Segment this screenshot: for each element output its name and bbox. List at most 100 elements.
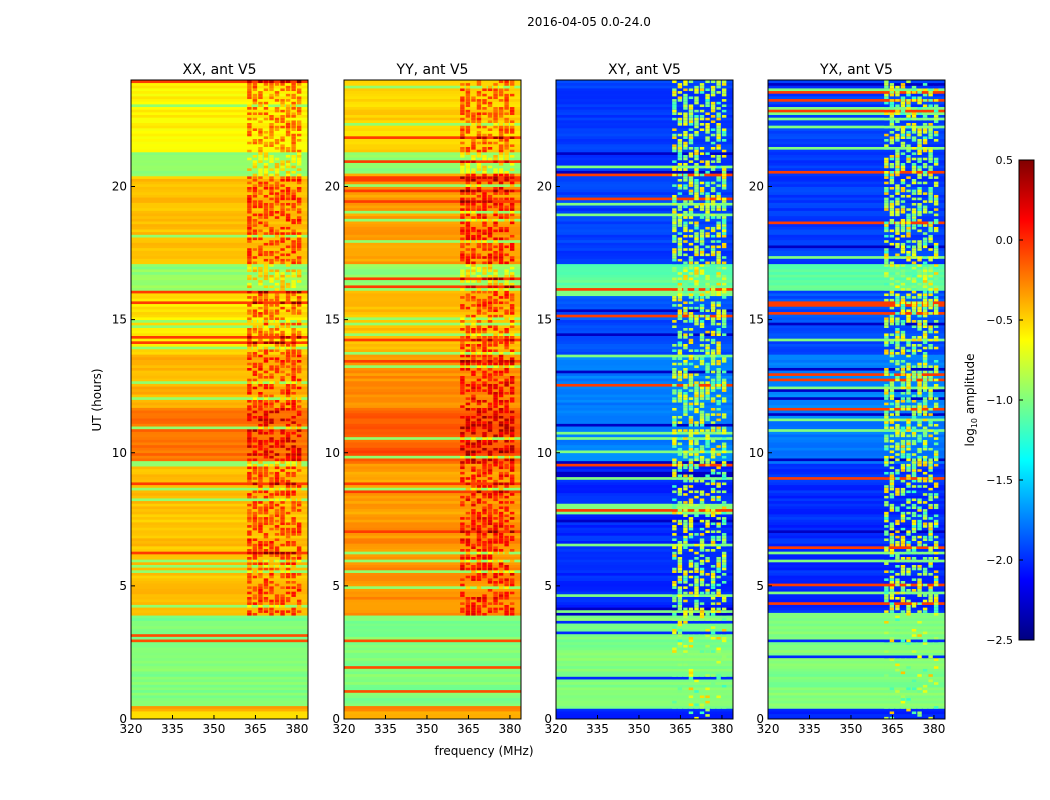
heatmap-cell <box>504 418 509 422</box>
heatmap-cell <box>688 711 694 715</box>
heatmap-cell <box>493 93 498 97</box>
heatmap-cell <box>509 569 515 573</box>
heatmap-cell <box>471 271 476 275</box>
heatmap-cell <box>274 506 280 510</box>
heatmap-cell <box>688 687 694 691</box>
heatmap-cell <box>460 340 465 344</box>
heatmap-row <box>344 655 521 659</box>
heatmap-row <box>556 700 733 704</box>
heatmap-cell <box>487 215 493 219</box>
heatmap-cell <box>465 431 471 435</box>
heatmap-cell <box>498 186 504 190</box>
heatmap-row <box>344 657 521 661</box>
heatmap-cell <box>291 428 296 432</box>
heatmap-cell <box>247 492 252 496</box>
heatmap-cell <box>460 98 465 102</box>
heatmap-cell <box>263 324 269 329</box>
heatmap-row <box>344 588 521 592</box>
heatmap-cell <box>291 410 296 414</box>
heatmap-cell <box>258 364 263 368</box>
heatmap-cell <box>269 221 274 225</box>
heatmap-cell <box>258 119 263 123</box>
heatmap-row <box>131 359 308 363</box>
heatmap-cell <box>258 513 263 518</box>
heatmap-cell <box>710 644 716 648</box>
heatmap-row <box>344 700 521 704</box>
heatmap-cell <box>269 490 274 494</box>
heatmap-row <box>344 173 521 177</box>
heatmap-cell <box>274 439 280 443</box>
heatmap-cell <box>274 370 280 374</box>
heatmap-cell <box>465 380 471 384</box>
heatmap-cell <box>274 258 280 262</box>
heatmap-cell <box>471 135 476 139</box>
heatmap-cell <box>285 577 291 581</box>
heatmap-cell <box>285 535 291 539</box>
heatmap-cell <box>291 231 296 235</box>
heatmap-cell <box>476 231 482 235</box>
heatmap-row <box>344 548 521 552</box>
heatmap-cell <box>252 167 258 171</box>
heatmap-row <box>344 631 521 635</box>
heatmap-cell <box>471 375 476 379</box>
heatmap-cell <box>476 492 482 496</box>
heatmap-cell <box>460 452 465 456</box>
heatmap-cell <box>296 98 302 102</box>
heatmap-cell <box>476 173 482 177</box>
heatmap-cell <box>498 583 504 587</box>
heatmap-cell <box>498 293 504 297</box>
heatmap-cell <box>285 410 291 414</box>
heatmap-cell <box>269 426 274 430</box>
heatmap-cell <box>285 348 291 352</box>
heatmap-cell <box>504 330 509 334</box>
heatmap-row <box>131 178 308 182</box>
heatmap-cell <box>487 183 493 187</box>
heatmap-cell <box>274 545 280 549</box>
heatmap-cell <box>487 231 493 235</box>
heatmap-cell <box>509 250 515 254</box>
heatmap-cell <box>465 263 471 267</box>
heatmap-cell <box>252 364 258 368</box>
heatmap-cell <box>263 500 269 504</box>
heatmap-cell <box>252 149 258 153</box>
heatmap-cell <box>285 90 291 94</box>
heatmap-cell <box>258 410 263 414</box>
heatmap-cell <box>699 636 705 640</box>
heatmap-cell <box>252 330 258 334</box>
heatmap-cell <box>280 612 285 616</box>
heatmap-cell <box>269 575 274 579</box>
heatmap-cell <box>280 466 285 470</box>
heatmap-cell <box>263 506 269 510</box>
heatmap-cell <box>285 474 291 478</box>
heatmap-cell <box>471 306 476 310</box>
heatmap-row <box>131 157 308 161</box>
heatmap-cell <box>482 548 487 552</box>
heatmap-cell <box>672 652 677 656</box>
heatmap-cell <box>498 135 504 139</box>
heatmap-cell <box>705 705 710 709</box>
heatmap-cell <box>291 356 296 360</box>
heatmap-cell <box>721 657 727 661</box>
heatmap-cell <box>296 202 302 206</box>
heatmap-cell <box>285 396 291 400</box>
heatmap-cell <box>258 231 263 235</box>
heatmap-cell <box>460 207 465 211</box>
heatmap-cell <box>482 561 487 565</box>
heatmap-cell <box>498 463 504 467</box>
heatmap-cell <box>269 452 274 456</box>
heatmap-row <box>556 631 733 635</box>
heatmap-cell <box>291 399 296 403</box>
heatmap-cell <box>296 327 302 331</box>
heatmap-cell <box>677 679 683 683</box>
heatmap-cell <box>465 109 471 113</box>
heatmap-cell <box>291 175 296 179</box>
heatmap-cell <box>493 575 498 579</box>
heatmap-cell <box>247 114 252 118</box>
heatmap-cell <box>493 484 498 488</box>
heatmap-cell <box>476 354 482 358</box>
heatmap-cell <box>460 181 465 185</box>
heatmap-cell <box>460 247 465 251</box>
heatmap-cell <box>263 157 269 161</box>
heatmap-cell <box>509 319 515 323</box>
heatmap-cell <box>247 380 252 384</box>
